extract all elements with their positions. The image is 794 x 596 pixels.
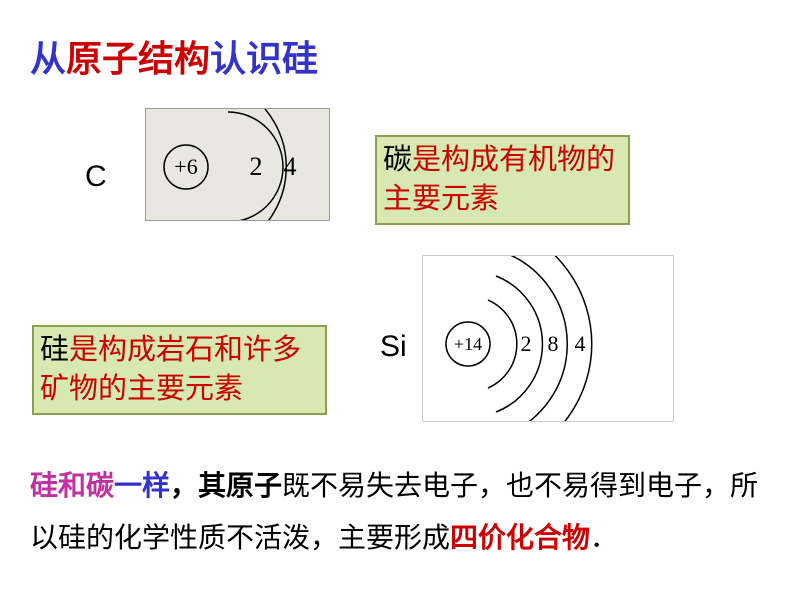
- summary-seg1: 硅和碳: [30, 470, 114, 501]
- silicon-nucleus-charge: +14: [454, 334, 482, 354]
- title-part1: 从: [30, 38, 66, 79]
- silicon-shell-3-count: 4: [575, 331, 586, 356]
- silicon-label: Si: [380, 330, 407, 364]
- silicon-shell-2: [496, 276, 542, 412]
- silicon-shell-2-count: 8: [548, 331, 559, 356]
- page-title: 从原子结构认识硅: [30, 30, 318, 82]
- summary-seg3: ，其原子: [170, 470, 282, 501]
- silicon-shell-1: [488, 300, 517, 388]
- box2-red: 是构成岩石和许多矿物的主要元素: [40, 334, 301, 405]
- carbon-nucleus-charge: +6: [174, 154, 197, 179]
- silicon-atom-diagram: +14 2 8 4: [422, 255, 674, 422]
- carbon-shell-1-count: 2: [250, 152, 263, 181]
- box1-pre: 碳: [383, 144, 412, 176]
- title-part3: 认识硅: [210, 38, 318, 79]
- carbon-shell-2-count: 4: [284, 152, 297, 181]
- summary-seg6: ．: [590, 522, 618, 553]
- silicon-description-box: 硅是构成岩石和许多矿物的主要元素: [32, 325, 327, 415]
- box1-red: 是构成有机物的主要元素: [383, 144, 615, 215]
- box2-pre: 硅: [40, 334, 69, 366]
- title-part2: 原子结构: [66, 38, 210, 79]
- carbon-description-box: 碳是构成有机物的主要元素: [375, 135, 630, 225]
- silicon-shell-1-count: 2: [521, 331, 532, 356]
- summary-text: 硅和碳一样，其原子既不易失去电子，也不易得到电子，所以硅的化学性质不活泼，主要形…: [30, 460, 760, 564]
- carbon-label: C: [85, 160, 107, 194]
- summary-seg2: 一样: [114, 470, 170, 501]
- carbon-atom-diagram: +6 2 4: [145, 108, 330, 221]
- summary-seg5: 四价化合物: [450, 522, 590, 553]
